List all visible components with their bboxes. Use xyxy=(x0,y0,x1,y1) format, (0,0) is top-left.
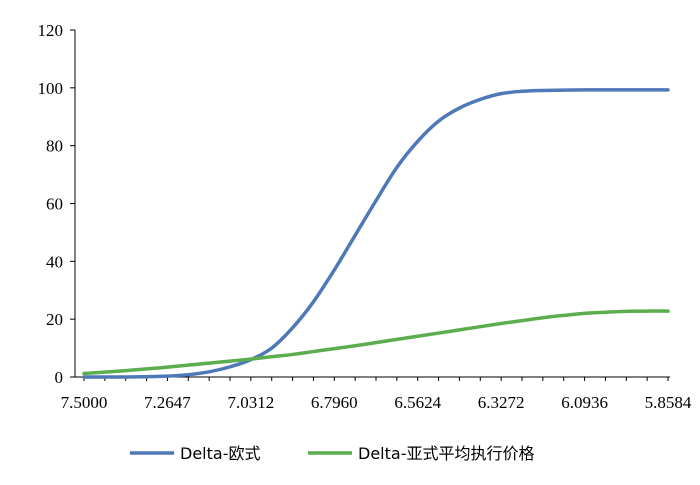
legend: Delta-欧式 Delta-亚式平均执行价格 xyxy=(130,444,534,463)
x-tick-label: 6.7960 xyxy=(311,393,358,412)
x-tick-label: 6.5624 xyxy=(394,393,441,412)
series-line-2 xyxy=(82,309,670,376)
x-tick-label: 6.3272 xyxy=(478,393,525,412)
x-tick-labels: 7.5000 7.2647 7.0312 6.7960 6.5624 6.3272 6.09… xyxy=(61,377,692,412)
x-tick-label: 7.0312 xyxy=(227,393,274,412)
legend-label-1: Delta-欧式 xyxy=(180,444,260,463)
y-tick-label: 100 xyxy=(38,79,64,98)
y-tick-label: 60 xyxy=(46,195,63,214)
y-tick-label: 40 xyxy=(46,252,63,271)
y-tick-labels: 0 20 40 60 80 100 120 xyxy=(38,21,75,387)
x-tick-label: 7.2647 xyxy=(144,393,191,412)
y-tick-label: 120 xyxy=(38,21,64,40)
x-tick-label: 5.8584 xyxy=(645,393,692,412)
x-tick-label: 6.0936 xyxy=(561,393,608,412)
y-tick-label: 0 xyxy=(55,368,64,387)
y-tick-label: 20 xyxy=(46,310,63,329)
x-tick-label: 7.5000 xyxy=(61,393,108,412)
y-tick-label: 80 xyxy=(46,137,63,156)
series-lines xyxy=(82,88,670,379)
legend-label-2: Delta-亚式平均执行价格 xyxy=(358,444,534,463)
series-line-1 xyxy=(82,88,670,379)
